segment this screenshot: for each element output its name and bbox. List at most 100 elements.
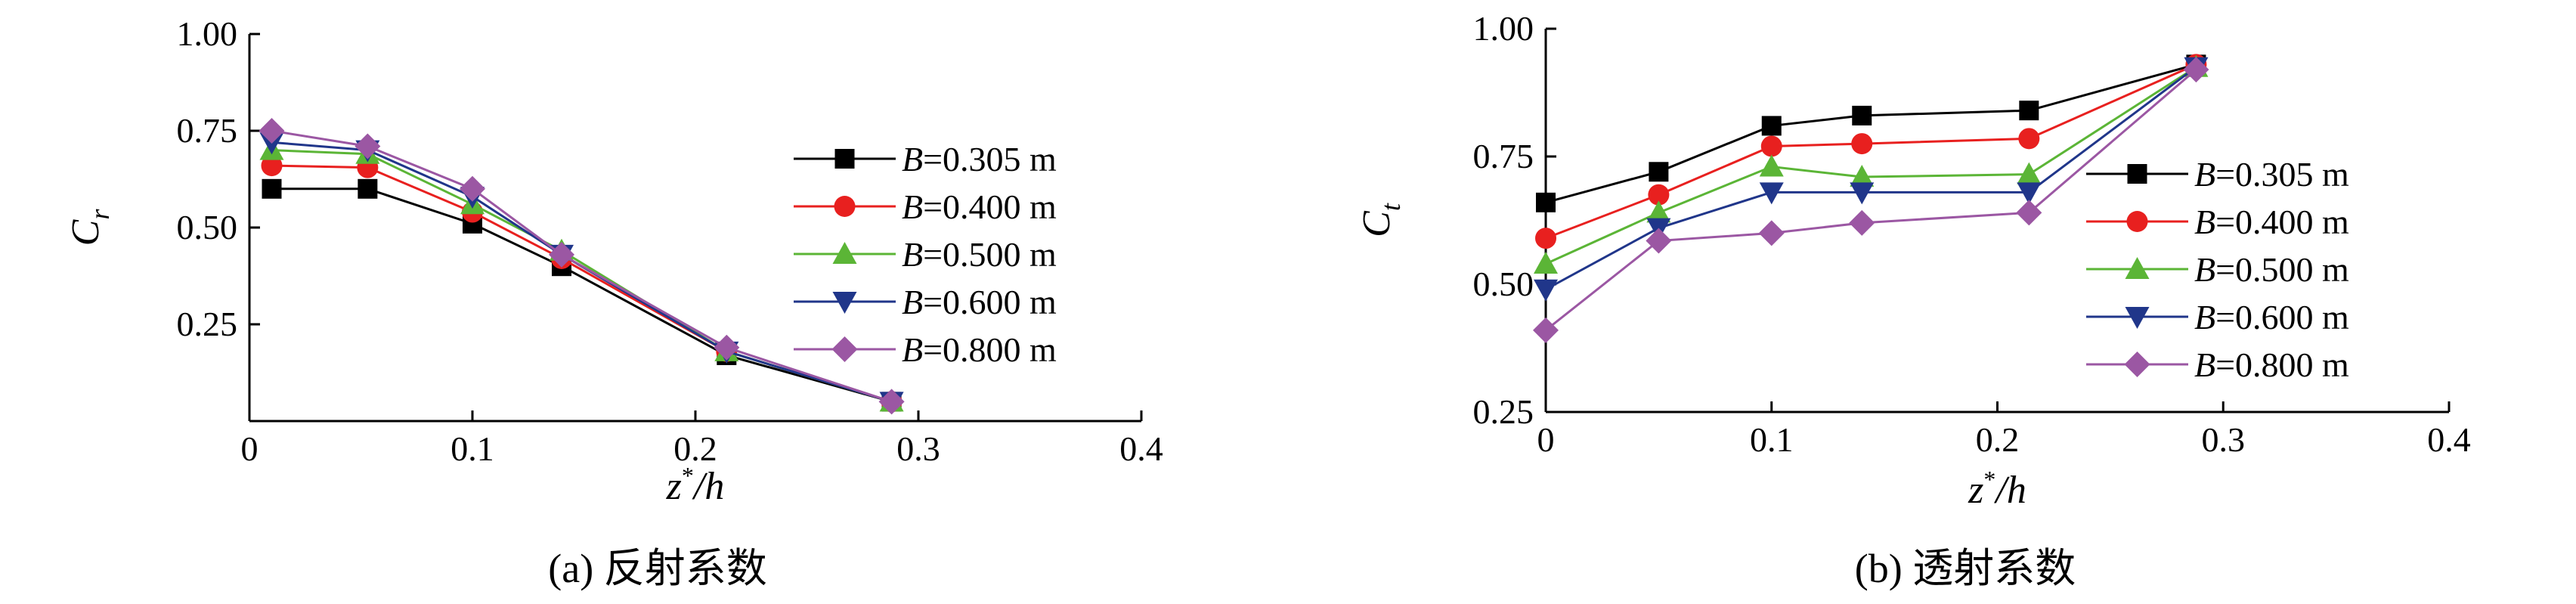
data-point [1850,165,1875,187]
legend-label: B=0.500 m [902,235,1057,274]
x-tick-label: 0.1 [450,429,494,468]
legend-label: B=0.600 m [902,283,1057,321]
legend-marker [832,292,857,314]
y-tick-label: 0.25 [177,305,238,343]
data-point [2018,128,2040,150]
legend-marker [831,336,858,362]
data-point [460,175,485,202]
data-point [1759,182,1784,205]
x-tick-label: 0.2 [1976,420,2020,459]
series-line [271,164,893,403]
data-point [262,178,282,199]
legend-label: B=0.600 m [2194,298,2349,336]
data-point [355,133,381,160]
legend-entry: B=0.400 m [2086,203,2349,241]
series-4 [1533,57,2209,343]
legend-entry: B=0.400 m [794,187,1057,226]
data-point [1760,135,1782,157]
series-3 [259,132,904,414]
data-point [2183,57,2209,83]
x-axis-title: z*/h [1968,466,2026,512]
legend-label: B=0.400 m [2194,203,2349,241]
series-line [271,129,893,403]
data-point [549,241,574,268]
panel-caption: (a) 反射系数 [548,546,766,591]
data-point [1852,105,1872,125]
legend-label: B=0.800 m [2194,345,2349,384]
legend-entry: B=0.800 m [2086,345,2349,384]
legend-entry: B=0.305 m [794,140,1057,178]
legend-label: B=0.500 m [2194,250,2349,289]
data-point [1646,228,1672,254]
y-axis-title: Ct [1355,203,1406,237]
legend-entry: B=0.600 m [794,283,1057,321]
data-point [1761,116,1782,136]
legend-entry: B=0.500 m [2086,250,2349,289]
y-tick-label: 0.75 [177,111,238,150]
series-3 [1534,57,2209,302]
data-point [1849,209,1875,236]
data-point [1850,182,1875,205]
y-tick-label: 1.00 [1473,9,1534,48]
legend-marker [2124,352,2150,377]
data-point [259,118,285,144]
legend-entry: B=0.600 m [2086,298,2349,336]
legend-marker [2125,307,2150,329]
legend-label: B=0.305 m [902,140,1057,178]
data-point [2016,200,2042,226]
data-point [878,389,905,415]
legend-marker [2125,257,2150,279]
chart-panel-a: 0 0.1 0.2 0.3 0.4 0.25 0.50 0.75 1.00 Cr z*/h (a) 反… [64,14,1163,591]
data-point [1533,317,1559,343]
legend-label: B=0.400 m [902,187,1057,226]
data-point [1646,200,1671,223]
data-point [1649,162,1669,182]
x-tick-label: 0.3 [2202,420,2246,459]
data-point [1851,133,1873,155]
series-0 [1536,54,2206,212]
x-tick-label: 0 [241,429,259,468]
series-line [271,141,893,403]
data-point [1534,251,1558,274]
legend-label: B=0.305 m [2194,155,2349,194]
data-point [714,334,740,361]
data-point [2017,182,2042,205]
x-tick-label: 0 [1537,420,1555,459]
x-tick-label: 0.1 [1750,420,1794,459]
series-line [1545,68,2197,332]
legend-entry: B=0.800 m [794,330,1057,369]
data-point [1758,220,1785,246]
legend-marker [834,149,855,169]
series-2 [1534,54,2209,274]
y-axis-title: Cr [64,209,115,246]
y-tick-label: 0.25 [1473,392,1534,431]
data-point [2017,162,2042,184]
x-tick-label: 0.4 [2427,420,2471,459]
panel-caption: (b) 透射系数 [1855,546,2076,591]
data-point [1759,154,1784,177]
data-point [1535,228,1556,249]
x-tick-label: 0.3 [896,429,940,468]
y-tick-label: 0.50 [1473,265,1534,303]
data-point [1534,279,1558,302]
y-tick-label: 0.75 [1473,137,1534,175]
data-point [1648,184,1670,206]
series-line [1545,66,2197,265]
legend-marker [2126,211,2148,232]
series-line [1545,63,2197,204]
data-point [261,155,283,177]
x-axis-title: z*/h [666,462,725,508]
series-0 [262,178,902,412]
chart-panel-b: 0 0.1 0.2 0.3 0.4 0.25 0.50 0.75 1.00 Ct z*/h (b) 透… [1355,9,2471,591]
data-point [1536,192,1556,212]
series-4 [259,118,905,415]
series-2 [259,138,904,412]
x-tick-label: 0.4 [1119,429,1163,468]
data-point [358,178,378,199]
series-line [1545,63,2197,240]
legend-marker [2127,164,2147,184]
series-line [1545,66,2197,291]
legend-label: B=0.800 m [902,330,1057,369]
y-tick-label: 0.50 [177,208,238,246]
